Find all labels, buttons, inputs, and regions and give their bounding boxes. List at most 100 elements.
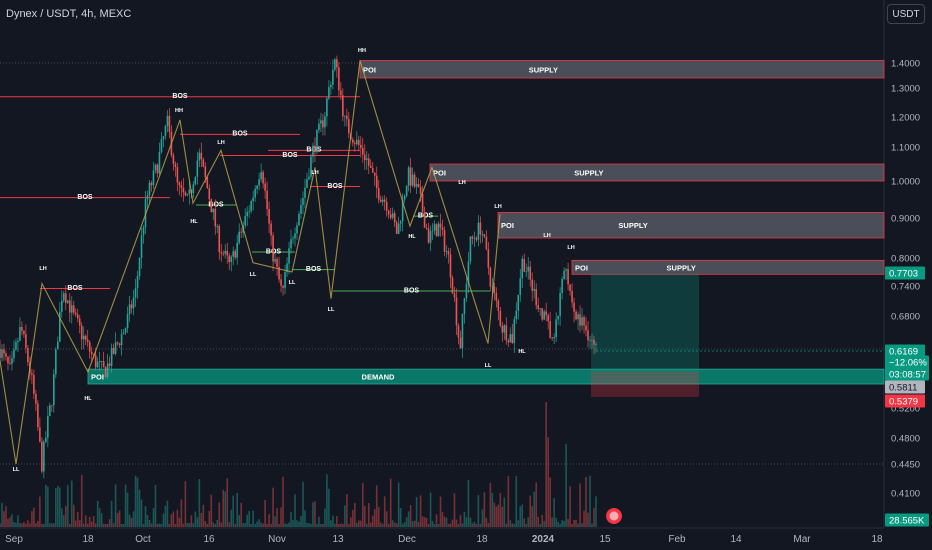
candle-body (381, 199, 384, 202)
x-tick-label: 14 (730, 534, 742, 545)
volume-bar (298, 521, 300, 527)
candle-body (41, 441, 43, 472)
candle-body (11, 358, 13, 364)
volume-bar (90, 521, 93, 527)
x-tick-label: 13 (332, 534, 344, 545)
volume-bar (92, 516, 95, 527)
candle-body (62, 293, 65, 301)
volume-bar (228, 522, 231, 527)
swing-label: LL (250, 272, 257, 278)
volume-bar (481, 509, 484, 527)
volume-bar (188, 522, 191, 527)
x-tick-label: Sep (5, 534, 23, 545)
candle-body (226, 250, 229, 256)
candle-body (104, 367, 107, 377)
volume-bar (276, 508, 278, 527)
candle-body (367, 158, 370, 166)
candle-body (92, 354, 95, 356)
candle-body (517, 294, 520, 311)
volume-bar (537, 516, 539, 527)
volume-bar (348, 524, 350, 527)
candle-body (344, 115, 346, 117)
candle-body (98, 361, 101, 362)
swing-label: HL (84, 396, 92, 402)
volume-bar (324, 508, 326, 527)
volume-bar (76, 511, 79, 527)
zone-label: SUPPLY (618, 221, 647, 230)
volume-bar (55, 488, 57, 527)
candle-body (49, 405, 51, 417)
candle-body (286, 263, 288, 273)
volume-bar (409, 505, 412, 527)
volume-bar (306, 522, 308, 527)
structure-zigzag (0, 60, 501, 465)
volume-bar (19, 522, 21, 527)
volume-bar (391, 520, 394, 527)
volume-bar (541, 514, 543, 527)
volume-bar (447, 523, 450, 527)
candle-body (45, 437, 47, 442)
volume-bar (15, 522, 17, 527)
swing-label: HH (175, 108, 183, 114)
candle-body (1, 349, 3, 358)
candle-body (162, 136, 165, 140)
y-tick-label: 0.4450 (891, 460, 920, 471)
candle-body (156, 164, 159, 174)
volume-bar (579, 483, 581, 527)
volume-bar (411, 521, 414, 527)
volume-bar (104, 523, 107, 527)
candle-body (531, 279, 534, 291)
candle-body (551, 337, 553, 339)
volume-bar (33, 507, 35, 527)
candle-body (5, 353, 7, 357)
candle-body (160, 139, 163, 152)
candle-body (214, 208, 217, 227)
volume-bar (214, 523, 217, 527)
candle-body (389, 214, 392, 218)
volume-bar (375, 485, 378, 527)
volume-bar (292, 519, 294, 527)
bos-label: BOS (404, 287, 420, 294)
volume-bar (190, 515, 193, 527)
volume-bar (451, 519, 454, 527)
candle-body (545, 311, 547, 316)
volume-bar (202, 504, 205, 527)
price-axis-badge (885, 394, 925, 408)
candle-body (80, 325, 83, 340)
volume-bar (160, 523, 163, 527)
candle-body (290, 239, 292, 249)
swing-label: HH (358, 48, 366, 54)
volume-bar (336, 516, 338, 527)
volume-bar (270, 523, 272, 527)
volume-bar (318, 516, 320, 527)
volume-bar (591, 523, 593, 527)
price-axis-badge-label: 0.5379 (889, 397, 918, 408)
candle-body (469, 236, 472, 262)
y-tick-label: 1.3000 (891, 84, 920, 95)
candle-body (134, 288, 137, 298)
candle-body (260, 172, 262, 180)
candle-body (324, 116, 326, 128)
volume-bar (367, 503, 370, 527)
candle-body (82, 335, 85, 340)
volume-bar (539, 523, 541, 527)
volume-bar (575, 519, 577, 527)
zone-label: POI (91, 373, 104, 382)
currency-button[interactable]: USDT (887, 4, 925, 24)
candle-body (206, 177, 209, 189)
candle-body (589, 340, 591, 342)
volume-bar (274, 516, 276, 527)
candle-body (515, 310, 518, 320)
candle-body (471, 236, 474, 239)
volume-bar (58, 487, 61, 527)
volume-bar (84, 515, 87, 527)
y-tick-label: 0.7400 (891, 282, 920, 293)
x-tick-label: Oct (135, 534, 151, 545)
candle-body (3, 349, 5, 354)
volume-bar (290, 511, 292, 527)
candle-body (467, 261, 470, 284)
volume-bar (21, 523, 23, 527)
volume-bar (421, 516, 424, 527)
candle-body (405, 185, 408, 197)
